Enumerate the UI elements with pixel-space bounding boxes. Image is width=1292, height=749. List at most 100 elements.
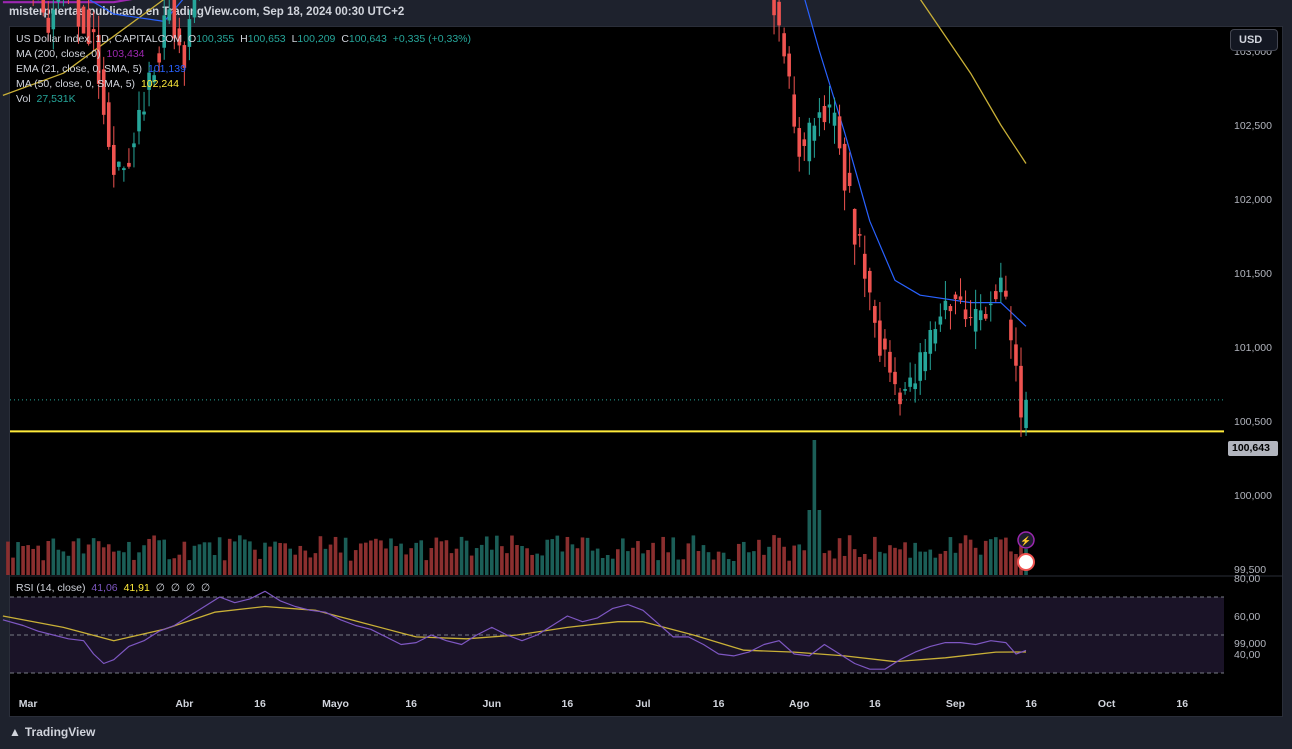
rsi-axis-tick: 40,00 — [1234, 649, 1260, 661]
volume-bar — [873, 536, 877, 575]
candle-body — [86, 9, 91, 44]
candle-body — [968, 317, 973, 319]
volume-bar — [883, 553, 887, 575]
volume-bar — [787, 560, 791, 575]
volume-bar — [671, 537, 676, 575]
volume-bar — [212, 555, 217, 575]
candle-body — [162, 15, 166, 48]
volume-bar — [994, 537, 998, 575]
price-axis-tick: 100,500 — [1234, 416, 1272, 428]
volume-bar — [91, 538, 96, 575]
candle-body — [772, 0, 776, 16]
volume-bar — [742, 541, 746, 575]
volume-bar — [812, 440, 817, 575]
candle-body — [847, 172, 852, 187]
low-label: L — [291, 33, 298, 45]
volume-bar — [560, 551, 565, 575]
volume-bar — [817, 510, 822, 575]
volume-bar — [444, 540, 449, 575]
volume-bar — [973, 547, 978, 575]
symbol-title: US Dollar Index, 1D, CAPITALCOM — [16, 33, 183, 45]
ma200-legend: MA (200, close, 0) 103,434 — [16, 48, 148, 60]
tradingview-logo-icon: ▲ — [9, 725, 21, 739]
volume-bar — [414, 542, 418, 575]
volume-bar — [767, 546, 771, 575]
price-axis-tick: 101,500 — [1234, 268, 1272, 280]
volume-bar — [248, 541, 252, 575]
candle-body — [913, 383, 917, 390]
volume-bar — [681, 559, 686, 575]
volume-bar — [550, 539, 555, 575]
volume-bar — [933, 557, 938, 575]
volume-bar — [298, 545, 303, 575]
close-label: C — [341, 33, 349, 45]
volume-bar — [273, 541, 277, 575]
candle-body — [923, 351, 928, 372]
volume-bar — [953, 552, 958, 575]
volume-bar — [842, 555, 847, 575]
volume-bar — [132, 559, 136, 575]
lightning-event-icon — [1017, 531, 1035, 549]
volume-bar — [878, 551, 882, 575]
candle-body — [948, 306, 953, 312]
volume-bar — [626, 551, 630, 575]
candle-body — [167, 9, 172, 21]
volume-bar — [313, 553, 318, 575]
volume-bar — [61, 551, 66, 575]
volume-bar — [721, 552, 726, 575]
candle-body — [1019, 365, 1023, 418]
volume-bar — [51, 538, 56, 575]
volume-bar — [631, 547, 635, 575]
ma200-line — [2, 0, 133, 4]
volume-bar — [943, 550, 948, 575]
candle-body — [1009, 319, 1013, 341]
price-axis-tick: 100,000 — [1234, 490, 1272, 502]
volume-bar — [127, 541, 131, 575]
volume-bar — [731, 560, 736, 575]
time-axis-tick: 16 — [1025, 698, 1037, 710]
candle-body — [41, 0, 46, 13]
candle-body — [878, 320, 882, 356]
candle-body — [953, 294, 958, 299]
candle-body — [832, 112, 837, 126]
time-axis-tick: 16 — [405, 698, 417, 710]
volume-bar — [399, 543, 403, 575]
time-axis-tick: Jun — [482, 698, 501, 710]
volume-bar — [369, 540, 373, 575]
change-value: +0,335 (+0,33%) — [392, 33, 472, 45]
candle-body — [898, 392, 902, 405]
volume-bar — [182, 541, 187, 575]
candle-body — [112, 144, 116, 175]
volume-bar — [540, 555, 544, 575]
volume-bar — [258, 558, 262, 575]
volume-bar — [868, 559, 872, 575]
volume-bar — [575, 548, 580, 575]
volume-bar — [31, 548, 35, 575]
time-axis-tick: 16 — [869, 698, 881, 710]
volume-bar — [822, 553, 827, 575]
volume-bar — [137, 552, 141, 575]
volume-bar — [112, 551, 116, 575]
volume-bar — [192, 545, 197, 575]
candle-body — [192, 0, 197, 18]
volume-bar — [379, 540, 383, 575]
volume-bar — [167, 559, 172, 575]
candle-body — [782, 33, 786, 57]
candle-body — [51, 9, 56, 30]
volume-bar — [71, 541, 76, 575]
candle-body — [1024, 399, 1028, 429]
volume-bar — [948, 537, 953, 575]
volume-bar — [495, 535, 499, 575]
currency-button[interactable]: USD — [1230, 29, 1278, 51]
volume-bar — [26, 545, 30, 575]
close-value: 100,643 — [348, 33, 387, 45]
volume-bar — [963, 535, 968, 575]
volume-bar — [782, 546, 786, 575]
footer-brand[interactable]: ▲ TradingView — [9, 725, 95, 739]
vol-legend: Vol 27,531K — [16, 93, 79, 105]
volume-bar — [384, 548, 388, 575]
volume-bar — [308, 557, 313, 575]
candle-body — [868, 270, 872, 293]
volume-bar — [278, 542, 282, 575]
